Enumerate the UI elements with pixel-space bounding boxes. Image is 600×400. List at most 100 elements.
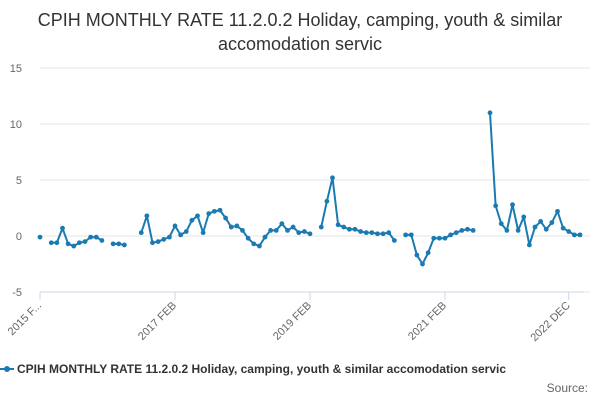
y-tick-label: 15 [10, 63, 22, 75]
data-point[interactable] [391, 238, 397, 243]
data-point[interactable] [493, 203, 499, 209]
data-point[interactable] [279, 221, 285, 227]
data-point[interactable] [71, 243, 77, 249]
data-point[interactable] [543, 226, 549, 232]
data-point[interactable] [54, 240, 60, 246]
data-point[interactable] [223, 215, 229, 221]
data-point[interactable] [375, 231, 380, 237]
data-point[interactable] [369, 230, 375, 236]
y-axis-tick-labels: -5 0 5 10 15 [10, 63, 22, 299]
data-point[interactable] [318, 224, 324, 230]
data-point[interactable] [301, 229, 307, 234]
data-point[interactable] [273, 228, 279, 233]
data-point[interactable] [577, 232, 583, 238]
data-point[interactable] [65, 241, 71, 247]
x-tick-label: 2021 FEB [406, 300, 449, 343]
data-point[interactable] [346, 226, 352, 232]
data-point[interactable] [99, 238, 105, 243]
data-point[interactable] [307, 231, 313, 237]
data-point[interactable] [549, 220, 555, 225]
data-point[interactable] [290, 224, 296, 230]
data-point[interactable] [352, 226, 358, 232]
data-point[interactable] [504, 228, 510, 233]
data-point[interactable] [217, 207, 223, 213]
data-point[interactable] [183, 229, 189, 234]
data-point[interactable] [470, 228, 476, 233]
data-point[interactable] [555, 208, 560, 214]
data-point[interactable] [571, 232, 577, 238]
data-point[interactable] [498, 221, 504, 227]
data-point[interactable] [436, 235, 442, 241]
data-point[interactable] [386, 230, 392, 236]
data-point[interactable] [442, 235, 448, 241]
y-tick-label: 10 [10, 119, 22, 131]
data-point[interactable] [515, 228, 521, 233]
data-point[interactable] [172, 223, 178, 229]
data-point[interactable] [195, 213, 200, 219]
data-point[interactable] [48, 240, 54, 246]
data-point[interactable] [116, 241, 122, 247]
data-point[interactable] [88, 234, 94, 240]
data-point[interactable] [245, 235, 251, 241]
data-point[interactable] [324, 198, 330, 204]
y-tick-label: -5 [12, 287, 22, 299]
data-point[interactable] [251, 241, 257, 247]
data-point[interactable] [155, 239, 161, 245]
data-point[interactable] [110, 241, 116, 247]
data-point[interactable] [60, 225, 65, 231]
data-point[interactable] [178, 232, 184, 238]
data-point[interactable] [150, 240, 155, 246]
data-point[interactable] [521, 214, 527, 220]
data-point[interactable] [144, 213, 150, 219]
data-point[interactable] [526, 242, 532, 248]
data-point[interactable] [256, 243, 262, 249]
x-tick-label: 2017 FEB [136, 300, 179, 343]
x-tick-label: 2019 FEB [271, 300, 314, 343]
data-point[interactable] [453, 230, 459, 236]
data-point[interactable] [448, 232, 454, 238]
data-point[interactable] [262, 234, 268, 240]
data-point[interactable] [206, 211, 212, 217]
data-point[interactable] [335, 222, 341, 228]
data-point[interactable] [403, 232, 409, 238]
data-point[interactable] [459, 228, 465, 233]
data-point[interactable] [93, 234, 99, 240]
data-point[interactable] [121, 242, 127, 248]
data-point[interactable] [138, 230, 144, 236]
data-point[interactable] [465, 226, 470, 232]
data-point[interactable] [228, 224, 234, 230]
data-point[interactable] [200, 230, 206, 236]
data-point[interactable] [341, 224, 347, 230]
data-point[interactable] [189, 217, 195, 223]
data-point[interactable] [363, 230, 369, 236]
data-point[interactable] [268, 228, 274, 233]
data-point[interactable] [76, 240, 82, 246]
data-point[interactable] [538, 219, 544, 224]
data-point[interactable] [330, 175, 335, 181]
data-point[interactable] [296, 230, 302, 236]
data-point[interactable] [560, 225, 566, 231]
data-point[interactable] [510, 202, 515, 208]
data-point[interactable] [431, 235, 437, 241]
data-point[interactable] [166, 234, 172, 240]
x-tick-label: 2022 DEC [528, 300, 572, 344]
data-point[interactable] [358, 229, 364, 234]
data-point[interactable] [37, 234, 43, 240]
legend[interactable]: CPIH MONTHLY RATE 11.2.0.2 Holiday, camp… [0, 360, 600, 380]
y-tick-label: 5 [16, 175, 22, 187]
data-point[interactable] [161, 236, 167, 242]
data-point[interactable] [211, 208, 217, 214]
data-point[interactable] [234, 223, 240, 229]
data-point[interactable] [487, 110, 493, 116]
data-point[interactable] [532, 224, 538, 230]
data-point[interactable] [414, 252, 420, 258]
data-point[interactable] [566, 229, 572, 234]
data-point[interactable] [380, 231, 386, 237]
data-point[interactable] [425, 250, 431, 256]
data-point[interactable] [408, 232, 414, 238]
data-point[interactable] [285, 228, 290, 233]
data-point[interactable] [240, 228, 245, 233]
data-point[interactable] [420, 261, 425, 267]
data-point[interactable] [82, 239, 88, 245]
